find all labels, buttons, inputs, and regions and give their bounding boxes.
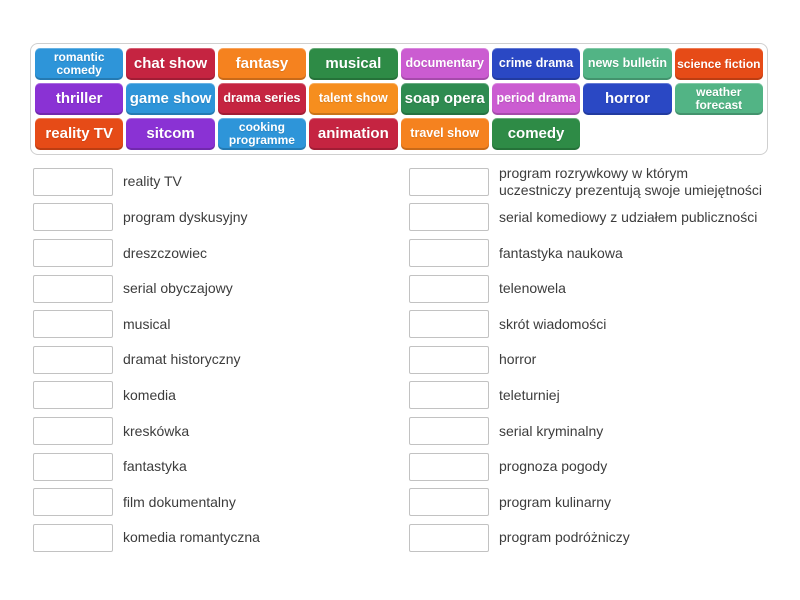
- match-row-left-2: program dyskusyjny: [33, 200, 409, 236]
- answer-drop-box-right-4[interactable]: [409, 274, 489, 303]
- answer-drop-box-right-8[interactable]: [409, 416, 489, 445]
- match-row-left-9: fantastyka: [33, 449, 409, 485]
- word-tile-weather-forecast[interactable]: weather forecast: [674, 83, 763, 115]
- word-tile-talent-show[interactable]: talent show: [309, 83, 398, 115]
- match-row-right-8: serial kryminalny: [409, 413, 775, 449]
- answer-drop-box-left-8[interactable]: [33, 416, 113, 445]
- answer-drop-box-right-9[interactable]: [409, 452, 489, 481]
- word-tile-soap-opera[interactable]: soap opera: [400, 83, 489, 115]
- match-definition-label: horror: [499, 351, 537, 368]
- answer-drop-box-left-4[interactable]: [33, 274, 113, 303]
- word-tile-comedy[interactable]: comedy: [491, 118, 581, 150]
- match-definition-label: program dyskusyjny: [123, 208, 248, 225]
- word-tile-reality-tv[interactable]: reality TV: [35, 118, 124, 150]
- match-definition-label: reality TV: [123, 173, 182, 190]
- word-tile-period-drama[interactable]: period drama: [491, 83, 581, 115]
- answer-drop-box-right-3[interactable]: [409, 238, 489, 267]
- word-tile-romantic-comedy[interactable]: romantic comedy: [35, 48, 124, 80]
- answer-drop-box-right-6[interactable]: [409, 345, 489, 374]
- match-row-right-2: serial komediowy z udziałem publiczności: [409, 200, 775, 236]
- match-row-right-5: skrót wiadomości: [409, 306, 775, 342]
- answer-drop-box-right-2[interactable]: [409, 203, 489, 232]
- match-row-left-10: film dokumentalny: [33, 484, 409, 520]
- word-tile-horror[interactable]: horror: [583, 83, 672, 115]
- answer-drop-box-right-5[interactable]: [409, 310, 489, 339]
- match-definition-label: program rozrywkowy w którym uczestniczy …: [499, 165, 763, 198]
- match-row-left-5: musical: [33, 306, 409, 342]
- answer-drop-box-left-11[interactable]: [33, 523, 113, 552]
- match-row-right-7: teleturniej: [409, 378, 775, 414]
- match-definition-label: kreskówka: [123, 422, 190, 439]
- answer-drop-box-right-11[interactable]: [409, 523, 489, 552]
- match-definition-label: serial obyczajowy: [123, 280, 233, 297]
- match-definition-label: program podróżniczy: [499, 529, 630, 546]
- word-tile-travel-show[interactable]: travel show: [400, 118, 489, 150]
- match-row-right-4: telenowela: [409, 271, 775, 307]
- match-row-right-10: program kulinarny: [409, 484, 775, 520]
- word-tile-animation[interactable]: animation: [309, 118, 398, 150]
- word-tile-news-bulletin[interactable]: news bulletin: [583, 48, 672, 80]
- answer-drop-box-left-2[interactable]: [33, 203, 113, 232]
- word-tile-chat-show[interactable]: chat show: [126, 48, 215, 80]
- match-definition-label: serial komediowy z udziałem publiczności: [499, 208, 758, 225]
- answer-drop-box-left-6[interactable]: [33, 345, 113, 374]
- match-definition-label: musical: [123, 315, 171, 332]
- word-tile-drama-series[interactable]: drama series: [217, 83, 307, 115]
- match-definition-label: film dokumentalny: [123, 493, 236, 510]
- match-row-right-6: horror: [409, 342, 775, 378]
- word-tile-documentary[interactable]: documentary: [400, 48, 489, 80]
- answer-drop-box-left-9[interactable]: [33, 452, 113, 481]
- word-tile-crime-drama[interactable]: crime drama: [491, 48, 581, 80]
- word-tile-musical[interactable]: musical: [309, 48, 398, 80]
- answer-drop-box-left-10[interactable]: [33, 488, 113, 517]
- match-definition-label: dramat historyczny: [123, 351, 241, 368]
- answer-drop-box-left-5[interactable]: [33, 310, 113, 339]
- match-definition-label: teleturniej: [499, 386, 560, 403]
- match-definition-label: program kulinarny: [499, 493, 612, 510]
- answer-drop-box-right-1[interactable]: [409, 167, 489, 196]
- match-row-left-7: komedia: [33, 378, 409, 414]
- answer-drop-box-left-7[interactable]: [33, 381, 113, 410]
- match-row-left-6: dramat historyczny: [33, 342, 409, 378]
- match-definition-label: fantastyka naukowa: [499, 244, 623, 261]
- word-tile-cooking-programme[interactable]: cooking programme: [217, 118, 307, 150]
- match-row-right-9: prognoza pogody: [409, 449, 775, 485]
- answer-drop-box-right-7[interactable]: [409, 381, 489, 410]
- word-bank: romantic comedy chat show fantasy musical do…: [30, 43, 768, 155]
- match-definition-label: dreszczowiec: [123, 244, 208, 261]
- match-row-left-8: kreskówka: [33, 413, 409, 449]
- word-tile-thriller[interactable]: thriller: [35, 83, 124, 115]
- word-tile-game-show[interactable]: game show: [126, 83, 215, 115]
- answer-drop-box-right-10[interactable]: [409, 488, 489, 517]
- word-tile-sitcom[interactable]: sitcom: [126, 118, 215, 150]
- word-tile-science-fiction[interactable]: science fiction: [674, 48, 763, 80]
- match-definition-label: telenowela: [499, 280, 566, 297]
- match-definition-label: prognoza pogody: [499, 458, 608, 475]
- match-row-left-11: komedia romantyczna: [33, 520, 409, 556]
- match-row-right-3: fantastyka naukowa: [409, 235, 775, 271]
- match-definition-label: fantastyka: [123, 458, 187, 475]
- match-definition-label: skrót wiadomości: [499, 315, 607, 332]
- word-tile-fantasy[interactable]: fantasy: [217, 48, 307, 80]
- match-column-right: program rozrywkowy w którym uczestniczy …: [409, 164, 775, 556]
- match-definition-label: komedia romantyczna: [123, 529, 260, 546]
- answer-drop-box-left-1[interactable]: [33, 167, 113, 196]
- match-row-right-11: program podróżniczy: [409, 520, 775, 556]
- match-list: reality TV program dyskusyjny dreszczowiec…: [33, 164, 775, 556]
- match-row-left-3: dreszczowiec: [33, 235, 409, 271]
- match-column-left: reality TV program dyskusyjny dreszczowiec…: [33, 164, 409, 556]
- match-row-left-4: serial obyczajowy: [33, 271, 409, 307]
- match-row-right-1: program rozrywkowy w którym uczestniczy …: [409, 164, 775, 200]
- match-row-left-1: reality TV: [33, 164, 409, 200]
- answer-drop-box-left-3[interactable]: [33, 238, 113, 267]
- match-definition-label: serial kryminalny: [499, 422, 604, 439]
- match-definition-label: komedia: [123, 386, 176, 403]
